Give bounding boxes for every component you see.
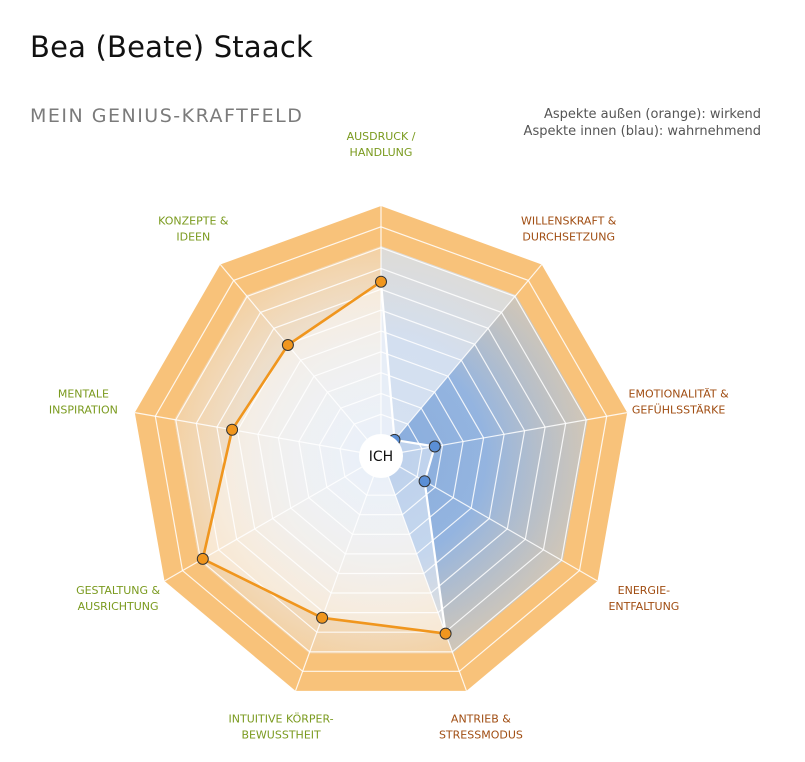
axis-label: KONZEPTE & IDEEN <box>158 214 229 243</box>
grid-ring <box>277 351 485 555</box>
axis-label: AUSDRUCK / HANDLUNG <box>347 130 416 159</box>
center-circle <box>359 434 403 478</box>
data-point <box>281 339 294 351</box>
grid-spoke <box>380 264 543 457</box>
data-point <box>428 440 441 453</box>
grid-ring <box>257 330 505 575</box>
axis-label-line: AUSRICHTUNG <box>78 600 159 613</box>
axis-label: MENTALE INSPIRATION <box>49 387 118 416</box>
axis-label-line: GEFÜHLSSTÄRKE <box>632 403 725 416</box>
person-name: Bea (Beate) Staack <box>30 30 313 64</box>
grid-ring <box>298 372 464 535</box>
axis-label-line: KONZEPTE & <box>158 214 229 227</box>
grid-ring <box>318 392 444 516</box>
axis-label-line: ENERGIE- <box>618 584 670 597</box>
grid-spoke <box>134 412 382 457</box>
axis-label-line: ENTFALTUNG <box>608 600 679 613</box>
data-edge <box>286 280 383 347</box>
grid-spoke <box>380 412 628 457</box>
axis-label: EMOTIONALITÄT & GEFÜHLSSTÄRKE <box>629 387 730 416</box>
grid-ring <box>195 267 567 633</box>
axis-label-line: MENTALE <box>58 387 109 400</box>
axis-label-line: INTUITIVE KÖRPER- <box>229 712 334 725</box>
data-point <box>196 552 209 565</box>
center-label: ICH <box>369 449 393 465</box>
axis-label: INTUITIVE KÖRPER- BEWUSSTHEIT <box>229 712 334 741</box>
action-sector <box>174 246 453 654</box>
data-point <box>418 475 431 488</box>
data-point <box>375 275 387 288</box>
axis-label-line: ANTRIEB & <box>451 712 511 725</box>
data-edge <box>393 438 436 448</box>
grid-ring <box>236 309 526 594</box>
grid-ring <box>175 247 587 653</box>
legend: Aspekte außen (orange): wirkend Aspekte … <box>524 106 761 140</box>
axis-label-line: DURCHSETZUNG <box>522 230 615 243</box>
grid-ring <box>154 226 608 672</box>
axis-label-line: INSPIRATION <box>49 403 118 416</box>
axis-label-line: HANDLUNG <box>350 146 413 159</box>
grid-ring <box>339 413 423 496</box>
grid-ring <box>216 288 546 614</box>
grid-spoke <box>219 264 382 457</box>
legend-outer: Aspekte außen (orange): wirkend <box>544 107 761 122</box>
data-edge <box>379 280 396 441</box>
chart-subtitle: MEIN GENIUS-KRAFTFELD <box>30 105 304 127</box>
axis-label-line: EMOTIONALITÄT & <box>629 387 730 400</box>
axis-label-line: WILLENSKRAFT & <box>521 214 617 227</box>
perception-sector <box>381 295 588 654</box>
axis-label-line: IDEEN <box>176 230 210 243</box>
data-point <box>316 611 329 624</box>
axis-label: WILLENSKRAFT & DURCHSETZUNG <box>521 214 617 243</box>
data-point <box>439 627 452 640</box>
data-edge <box>320 616 447 635</box>
data-edge <box>423 445 436 483</box>
data-area <box>202 281 446 634</box>
axis-label-line: STRESSMODUS <box>439 728 523 741</box>
data-point <box>226 423 239 436</box>
data-edge <box>423 480 447 635</box>
grid-spoke <box>380 455 598 582</box>
axis-label: ENERGIE- ENTFALTUNG <box>608 584 679 613</box>
data-edge <box>201 428 234 561</box>
axis-label-line: BEWUSSTHEIT <box>241 728 321 741</box>
axis-label-line: AUSDRUCK / <box>347 130 416 143</box>
data-edge <box>201 557 324 620</box>
data-edge <box>230 343 290 432</box>
legend-inner: Aspekte innen (blau): wahrnehmend <box>523 124 761 139</box>
grid-spoke <box>294 455 382 692</box>
grid <box>134 206 628 692</box>
axis-label-line: GESTALTUNG & <box>76 584 160 597</box>
grid-spoke <box>380 455 468 692</box>
axis-label: ANTRIEB & STRESSMODUS <box>439 712 523 741</box>
axis-label: GESTALTUNG & AUSRICHTUNG <box>76 584 160 613</box>
